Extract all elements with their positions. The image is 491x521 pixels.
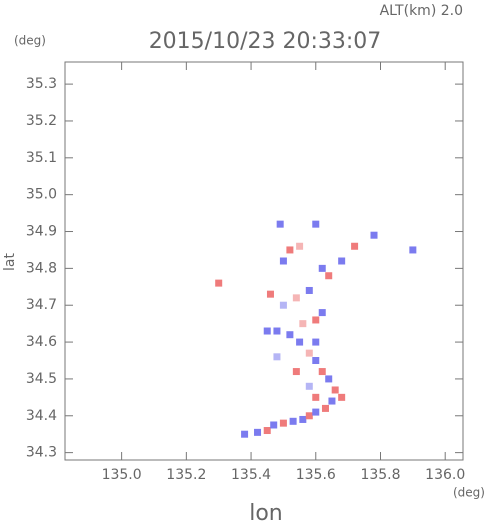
echo-point	[305, 382, 313, 390]
echo-point	[266, 290, 274, 298]
y-tick-label: 35.3	[26, 76, 57, 92]
echo-point	[273, 353, 281, 361]
y-tick-label: 34.3	[26, 445, 57, 461]
echo-point	[270, 421, 278, 429]
echo-point	[312, 357, 320, 364]
echo-point	[215, 279, 223, 287]
x-tick-label: 135.8	[360, 467, 400, 483]
echo-point	[325, 272, 333, 280]
y-axis-label: lat	[2, 253, 18, 271]
echo-point	[325, 375, 333, 383]
y-tick-label: 34.8	[26, 260, 57, 276]
echo-point	[286, 246, 294, 254]
echo-point	[241, 430, 249, 438]
echo-point	[305, 286, 313, 294]
x-tick-label: 135.2	[166, 467, 206, 483]
echo-point	[289, 417, 297, 425]
echo-point	[328, 397, 336, 405]
y-tick-label: 34.5	[26, 371, 57, 387]
y-tick-label: 35.1	[26, 150, 57, 166]
echo-point	[279, 419, 287, 427]
echo-point	[305, 412, 313, 420]
chart-title: 2015/10/23 20:33:07	[149, 29, 382, 54]
y-tick-label: 35.2	[26, 113, 57, 129]
echo-point	[312, 220, 320, 228]
x-tick-label: 135.0	[102, 467, 142, 483]
y-tick-label: 34.6	[26, 334, 57, 350]
y-unit: (deg)	[14, 34, 46, 48]
echo-point	[296, 338, 304, 346]
echo-point	[273, 327, 281, 335]
echo-point	[409, 246, 417, 254]
echo-point	[312, 408, 320, 416]
echo-point	[254, 428, 262, 436]
x-tick-label: 135.4	[231, 467, 271, 483]
echo-point	[296, 242, 304, 250]
plot-frame	[64, 61, 464, 461]
echo-point	[279, 257, 287, 265]
echo-point	[318, 309, 326, 317]
echo-point	[292, 368, 300, 376]
echo-point	[312, 316, 320, 324]
echo-point	[321, 404, 329, 412]
altitude-label: ALT(km) 2.0	[380, 3, 463, 19]
echo-point	[299, 415, 307, 423]
echo-point	[370, 231, 378, 239]
x-unit: (deg)	[453, 486, 485, 500]
x-tick-label: 136.0	[425, 467, 465, 483]
echo-point	[331, 386, 339, 394]
echo-point	[338, 393, 346, 401]
echo-point	[312, 338, 320, 346]
echo-point	[351, 242, 359, 250]
echo-point	[318, 264, 326, 272]
echo-point	[279, 301, 287, 309]
x-tick-label: 135.6	[296, 467, 336, 483]
echo-point	[312, 393, 320, 401]
y-tick-label: 34.9	[26, 224, 57, 240]
echo-point	[338, 257, 346, 265]
echo-point	[263, 327, 271, 335]
echo-point	[318, 368, 326, 376]
echo-point	[299, 320, 307, 328]
x-axis-label: lon	[249, 501, 283, 521]
echo-point	[263, 427, 271, 435]
echo-point	[305, 349, 313, 357]
echo-point	[292, 294, 300, 302]
echo-point	[276, 220, 284, 228]
echo-point	[286, 331, 294, 339]
y-tick-label: 35.0	[26, 187, 57, 203]
y-tick-label: 34.7	[26, 297, 57, 313]
y-tick-label: 34.4	[26, 408, 57, 424]
